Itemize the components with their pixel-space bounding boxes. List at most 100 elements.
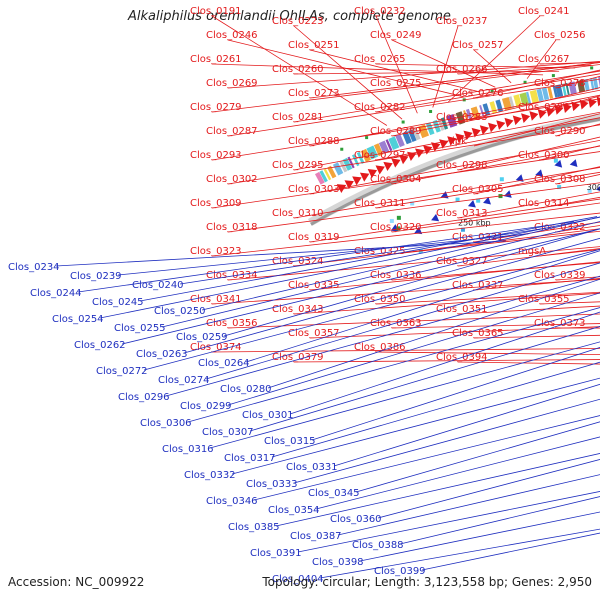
forward-gene-label: Clos_0241: [518, 6, 570, 17]
forward-gene-arrow: [571, 101, 581, 112]
cog-category-block: [402, 131, 412, 145]
forward-label-leader: [227, 313, 600, 329]
forward-gene-label: Clos_0295: [272, 160, 324, 171]
cog-category-block: [327, 165, 337, 179]
reverse-gene-label: Clos_0332: [184, 470, 236, 481]
reverse-gene-arrow: [595, 186, 600, 192]
reverse-gene-label: Clos_0262: [74, 340, 126, 351]
forward-label-leader: [293, 70, 560, 75]
cog-category-block: [455, 111, 466, 125]
forward-gene-label: Clos_0275: [370, 78, 422, 89]
forward-label-leader: [211, 64, 600, 113]
forward-label-leader: [211, 98, 600, 161]
reverse-label-leader: [333, 383, 600, 467]
reverse-gene-label: Clos_0404: [272, 574, 324, 585]
reverse-gene-label: Clos_0296: [118, 392, 170, 403]
forward-label-leader: [457, 248, 600, 267]
reverse-gene-label: Clos_0388: [352, 540, 404, 551]
forward-label-leader: [309, 198, 600, 243]
reverse-gene-label: Clos_0360: [330, 514, 382, 525]
forward-label-leader: [432, 25, 459, 108]
scale-tick-label: 250 kbp: [458, 218, 491, 227]
reverse-gene-label: Clos_0346: [206, 496, 258, 507]
reverse-gene-label: Clos_0345: [308, 488, 360, 499]
forward-gene-label: Clos_0343: [272, 304, 324, 315]
reverse-gene-arrow: [431, 213, 440, 222]
reverse-label-leader: [315, 436, 600, 510]
cog-category-block: [489, 101, 498, 114]
inner-feature-block: [389, 218, 394, 223]
outer-feature-mark: [429, 109, 433, 113]
forward-gene-label: Clos_0191: [190, 6, 242, 17]
forward-gene-label: Clos_0289: [370, 126, 422, 137]
forward-gene-arrow: [391, 158, 401, 168]
inner-feature-block: [410, 201, 415, 206]
reverse-gene-arrow: [467, 200, 476, 208]
forward-gene-label: Clos_0269: [206, 78, 258, 89]
reverse-gene-arrow: [554, 159, 563, 168]
reverse-label-leader: [249, 325, 600, 432]
forward-gene-arrow: [496, 120, 506, 130]
forward-gene-label: Clos_0305: [452, 184, 504, 195]
reverse-label-leader: [399, 496, 600, 545]
reverse-label-leader: [223, 228, 600, 337]
forward-label-leader: [473, 166, 600, 195]
forward-label-leader: [375, 230, 600, 257]
forward-gene-label: Clos_0281: [272, 112, 324, 123]
forward-gene-label: Clos_0302: [206, 174, 258, 185]
reverse-gene-label: Clos_0354: [268, 505, 320, 516]
reverse-label-leader: [55, 240, 506, 267]
forward-label-leader: [457, 87, 600, 123]
forward-gene-label: Clos_0267: [518, 54, 570, 65]
forward-label-leader: [309, 139, 600, 195]
outer-feature-mark: [551, 74, 555, 78]
cog-category-block: [385, 139, 393, 152]
forward-label-leader: [391, 145, 600, 185]
reverse-label-leader: [271, 361, 600, 458]
forward-gene-label: Clos_0374: [190, 342, 242, 353]
reverse-gene-label: Clos_0299: [180, 401, 232, 412]
forward-gene-arrow: [399, 155, 409, 165]
forward-gene-arrow: [479, 125, 489, 135]
forward-gene-label: Clos_0304: [370, 174, 422, 185]
reverse-label-leader: [209, 341, 600, 449]
cog-category-block: [412, 127, 421, 141]
forward-label-leader: [211, 278, 600, 305]
forward-gene-label: Clos_0310: [272, 208, 324, 219]
forward-label-leader: [457, 191, 600, 219]
cog-category-block: [323, 168, 332, 181]
forward-gene-label: Clos_0261: [190, 54, 242, 65]
outer-feature-mark: [490, 89, 494, 93]
forward-gene-arrow: [415, 148, 425, 158]
forward-gene-label: Clos_0339: [534, 270, 586, 281]
forward-gene-arrow: [521, 113, 531, 123]
reverse-gene-label: Clos_0264: [198, 358, 250, 369]
forward-label-leader: [293, 167, 600, 219]
reverse-gene-label: Clos_0317: [224, 453, 276, 464]
genome-summary-text: Topology: circular; Length: 3,123,558 bp…: [262, 575, 592, 589]
reverse-label-leader: [117, 233, 529, 276]
cog-category-block: [319, 170, 328, 183]
reverse-label-leader: [99, 216, 600, 319]
forward-gene-label: Clos_0350: [354, 294, 406, 305]
cog-category-block: [565, 82, 570, 95]
accession-text: Accession: NC_009922: [8, 575, 145, 589]
reverse-label-leader: [293, 398, 600, 484]
reverse-gene-arrow: [483, 196, 491, 205]
reverse-gene-label: Clos_0263: [136, 349, 188, 360]
forward-gene-label: Clos_0355: [518, 294, 570, 305]
reverse-gene-arrow: [414, 226, 423, 235]
cog-category-block: [508, 96, 515, 109]
reverse-label-leader: [187, 307, 600, 423]
cog-category-block: [552, 85, 558, 98]
cog-category-block: [519, 92, 529, 106]
forward-label-leader: [375, 73, 600, 113]
forward-gene-label: Clos_0276: [452, 88, 504, 99]
inner-feature-block: [557, 185, 562, 190]
forward-label-leader: [227, 124, 600, 185]
forward-label-leader: [293, 228, 600, 267]
reverse-gene-label: Clos_0234: [8, 262, 60, 273]
inner-feature-block: [499, 177, 504, 182]
cog-category-block: [339, 160, 348, 173]
outer-feature-mark: [365, 136, 369, 140]
